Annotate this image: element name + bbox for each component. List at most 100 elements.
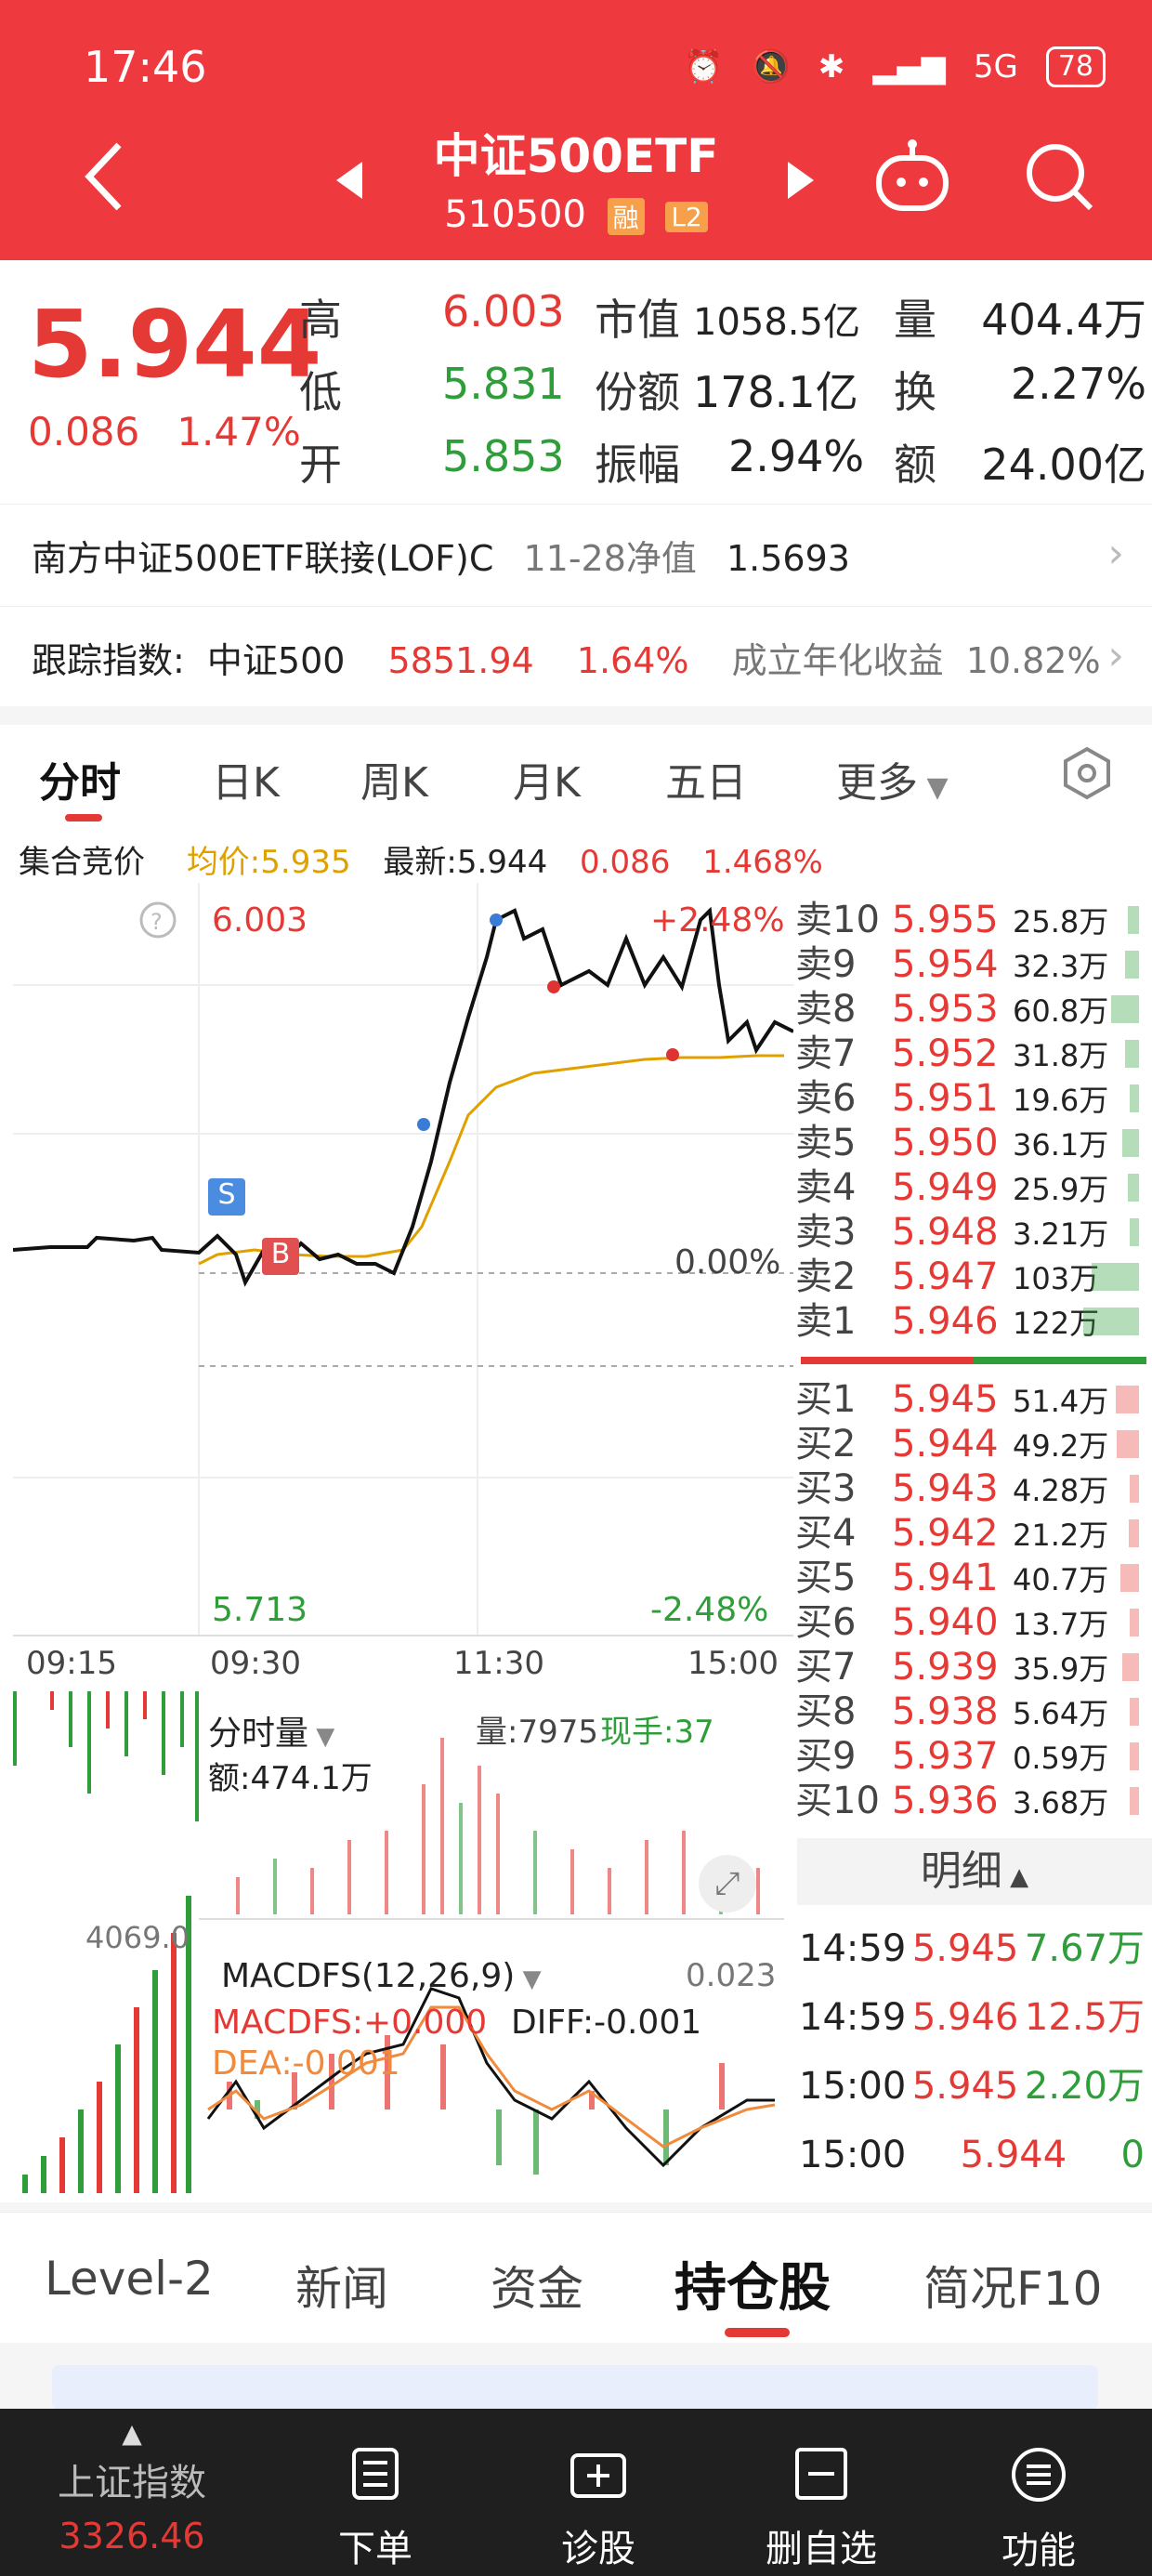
buy-row[interactable]: 买9 5.937 0.59万	[795, 1734, 1152, 1779]
app-header: 17:46 ⏰ 🔕 ✱ ▂▄▆ 5G 78 中证500ETF 510500 融 …	[0, 0, 1152, 260]
bottom-info-tabs: Level-2 新闻 资金 持仓股 简况F10	[0, 2212, 1152, 2343]
sell-row[interactable]: 卖6 5.951 19.6万	[795, 1076, 1152, 1121]
chart-panel: 分时 日K 周K 月K 五日 更多 ▼ 集合竞价 均价:5.935 最新:5.9…	[0, 725, 1152, 2202]
intraday-chart[interactable]: ?	[13, 883, 793, 1989]
chevron-right-icon[interactable]: ›	[1107, 530, 1124, 577]
buy-row[interactable]: 买4 5.942 21.2万	[795, 1511, 1152, 1556]
sell-volume-bar	[1092, 1263, 1139, 1291]
buy-volume: 40.7万	[1013, 1562, 1109, 1597]
settings-hex-icon[interactable]	[1059, 745, 1115, 805]
tab-daily-k[interactable]: 日K	[212, 759, 280, 807]
buy-row[interactable]: 买5 5.941 40.7万	[795, 1556, 1152, 1600]
left-volume-value: 4069.0	[85, 1920, 190, 1955]
buy-volume: 51.4万	[1013, 1384, 1109, 1419]
volume-macd-chart[interactable]	[13, 1691, 784, 2193]
buy-volume-bar	[1130, 1698, 1139, 1726]
prev-stock-icon[interactable]	[334, 160, 364, 204]
sell-price: 5.955	[892, 899, 999, 941]
sell-volume: 36.1万	[1013, 1127, 1109, 1163]
sell-signal-badge[interactable]: S	[208, 1178, 245, 1216]
chart-info-row: 集合竞价 均价:5.935 最新:5.944 0.086 1.468%	[19, 836, 823, 882]
sell-volume-bar	[1130, 1218, 1139, 1246]
buy-row[interactable]: 买10 5.936 3.68万	[795, 1779, 1152, 1823]
volume-selector[interactable]: 分时量 ▼	[208, 1706, 334, 1755]
sell-row[interactable]: 卖5 5.950 36.1万	[795, 1121, 1152, 1165]
detail-row: 14:59 5.945 7.67万	[799, 1914, 1145, 1983]
tab-weekly-k[interactable]: 周K	[360, 759, 428, 807]
tab-news[interactable]: 新闻	[295, 2262, 388, 2316]
tab-five-day[interactable]: 五日	[665, 759, 747, 807]
back-icon[interactable]	[82, 139, 128, 230]
tab-intraday[interactable]: 分时	[39, 759, 121, 807]
detail-volume: 0	[1120, 2134, 1145, 2176]
time-label: 09:15	[26, 1645, 117, 1682]
macd-selector[interactable]: MACDFS(12,26,9) ▼	[221, 1957, 542, 1995]
next-stock-icon[interactable]	[786, 160, 816, 204]
buy-row[interactable]: 买8 5.938 5.64万	[795, 1689, 1152, 1734]
sell-row[interactable]: 卖4 5.949 25.9万	[795, 1165, 1152, 1210]
buy-volume-bar	[1122, 1653, 1139, 1681]
fullscreen-icon[interactable]: ⤢	[699, 1855, 756, 1912]
sell-volume-bar	[1128, 1174, 1139, 1202]
nav-diagnose[interactable]: 诊股	[487, 2409, 710, 2572]
high-value: 6.003	[442, 286, 565, 336]
low-value: 5.831	[442, 359, 565, 409]
nav-value: 1.5693	[727, 538, 850, 579]
buy-row[interactable]: 买6 5.940 13.7万	[795, 1600, 1152, 1645]
detail-price: 5.946	[911, 1996, 1019, 2039]
avg-price: 均价:5.935	[186, 844, 351, 881]
chevron-down-icon: ▼	[515, 1965, 542, 1993]
sell-volume: 122万	[1013, 1306, 1100, 1341]
tab-more[interactable]: 更多 ▼	[836, 749, 949, 808]
document-icon	[264, 2446, 487, 2515]
buy-level-label: 买6	[795, 1601, 857, 1644]
chevron-right-icon[interactable]: ›	[1107, 632, 1124, 679]
nav-remove-watch[interactable]: 删自选	[710, 2409, 933, 2572]
tab-funds[interactable]: 资金	[491, 2262, 583, 2316]
buy-row[interactable]: 买1 5.945 51.4万	[795, 1377, 1152, 1422]
amt-value: 24.00亿	[981, 440, 1146, 490]
sell-level-label: 卖2	[795, 1255, 857, 1298]
tab-monthly-k[interactable]: 月K	[513, 759, 581, 807]
sell-row[interactable]: 卖7 5.952 31.8万	[795, 1032, 1152, 1076]
linked-fund-row[interactable]: 南方中证500ETF联接(LOF)C 11-28净值 1.5693	[32, 530, 850, 581]
detail-row: 14:59 5.946 12.5万	[799, 1983, 1145, 2052]
detail-header[interactable]: 明细 ▲	[797, 1838, 1152, 1905]
buy-price: 5.936	[892, 1780, 999, 1822]
nav-order[interactable]: 下单	[264, 2409, 487, 2572]
sell-row[interactable]: 卖10 5.955 25.8万	[795, 898, 1152, 942]
tab-level2[interactable]: Level-2	[45, 2252, 214, 2306]
nav-functions[interactable]: 功能	[927, 2409, 1150, 2574]
buy-volume: 3.68万	[1013, 1785, 1109, 1820]
search-icon[interactable]	[1022, 139, 1096, 217]
buy-row[interactable]: 买7 5.939 35.9万	[795, 1645, 1152, 1689]
nav-sh-index[interactable]: ▲ 上证指数 3326.46	[20, 2409, 243, 2556]
sell-row[interactable]: 卖3 5.948 3.21万	[795, 1210, 1152, 1255]
signal-icon: ▂▄▆	[872, 48, 946, 85]
sell-volume-bar	[1122, 1129, 1139, 1157]
tab-f10[interactable]: 简况F10	[923, 2262, 1103, 2316]
info-banner[interactable]	[52, 2365, 1098, 2410]
high-label: 高	[299, 295, 342, 345]
sell-level-label: 卖5	[795, 1122, 857, 1164]
sell-row[interactable]: 卖1 5.946 122万	[795, 1299, 1152, 1344]
buy-signal-badge[interactable]: B	[262, 1238, 299, 1275]
buy-price: 5.945	[892, 1378, 999, 1421]
buy-row[interactable]: 买3 5.943 4.28万	[795, 1466, 1152, 1511]
sell-row[interactable]: 卖9 5.954 32.3万	[795, 942, 1152, 987]
order-book: 卖10 5.955 25.8万 卖9 5.954 32.3万 卖8 5.953 60.8万 卖7 5…	[795, 898, 1152, 1823]
tab-holdings[interactable]: 持仓股	[674, 2258, 831, 2319]
detail-time: 15:00	[799, 2134, 907, 2176]
sell-row[interactable]: 卖8 5.953 60.8万	[795, 987, 1152, 1032]
buy-row[interactable]: 买2 5.944 49.2万	[795, 1422, 1152, 1466]
sell-row[interactable]: 卖2 5.947 103万	[795, 1255, 1152, 1299]
buy-level-label: 买10	[795, 1780, 880, 1822]
status-bar: 17:46 ⏰ 🔕 ✱ ▂▄▆ 5G 78	[0, 0, 1152, 139]
tracking-index-row[interactable]: 跟踪指数: 中证500 5851.94 1.64% 成立年化收益 10.82%	[32, 632, 1101, 683]
level2-tag: L2	[665, 201, 708, 232]
robot-icon[interactable]	[873, 138, 951, 219]
buy-volume: 49.2万	[1013, 1428, 1109, 1464]
auction-label: 集合竞价	[19, 844, 145, 881]
buy-price: 5.942	[892, 1512, 999, 1555]
buy-volume-bar	[1116, 1386, 1139, 1413]
